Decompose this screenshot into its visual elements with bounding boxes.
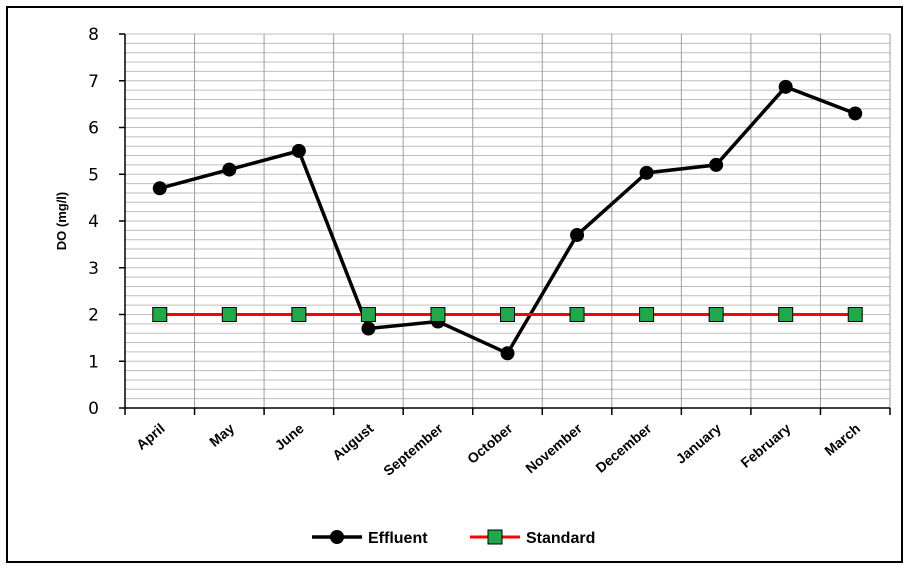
y-tick-label: 3 <box>88 259 99 279</box>
x-tick-label: May <box>206 420 237 450</box>
point-effluent <box>570 228 585 243</box>
legend-label-effluent: Effluent <box>368 530 428 547</box>
point-standard <box>360 307 376 322</box>
x-tick-label: January <box>673 420 725 467</box>
y-tick-label: 2 <box>88 306 99 326</box>
point-effluent <box>709 157 724 172</box>
point-standard <box>430 307 446 322</box>
legend-marker-standard <box>487 529 503 545</box>
x-tick-label: June <box>271 420 306 453</box>
y-tick-label: 5 <box>88 165 99 185</box>
point-effluent <box>291 143 306 158</box>
point-standard <box>221 307 237 322</box>
x-tick-label: March <box>821 420 863 459</box>
point-effluent <box>152 181 167 196</box>
y-tick-label: 6 <box>88 119 99 139</box>
point-effluent <box>222 162 237 177</box>
x-tick-label: August <box>329 420 376 463</box>
point-standard <box>639 307 655 322</box>
point-effluent <box>639 165 654 180</box>
point-standard <box>708 307 724 322</box>
y-tick-label: 1 <box>88 352 99 372</box>
y-axis-title: DO (mg/l) <box>54 192 69 251</box>
y-tick-label: 8 <box>88 25 99 45</box>
x-tick-label: April <box>133 420 168 453</box>
point-standard <box>847 307 863 322</box>
point-effluent <box>500 346 515 361</box>
x-tick-label: November <box>522 420 585 477</box>
point-effluent <box>848 106 863 121</box>
point-standard <box>291 307 307 322</box>
point-standard <box>500 307 515 322</box>
point-standard <box>778 307 794 322</box>
point-effluent <box>778 79 793 94</box>
y-tick-label: 0 <box>88 399 99 419</box>
y-tick-label: 4 <box>88 212 99 232</box>
point-effluent <box>361 321 376 336</box>
y-tick-label: 7 <box>88 72 99 92</box>
x-tick-label: September <box>380 420 446 479</box>
legend-marker-effluent <box>330 530 344 544</box>
x-tick-label: October <box>464 420 516 467</box>
point-standard <box>569 307 585 322</box>
point-standard <box>152 307 168 322</box>
legend-label-standard: Standard <box>526 530 595 547</box>
x-tick-label: February <box>737 420 793 471</box>
x-tick-label: December <box>592 420 655 476</box>
